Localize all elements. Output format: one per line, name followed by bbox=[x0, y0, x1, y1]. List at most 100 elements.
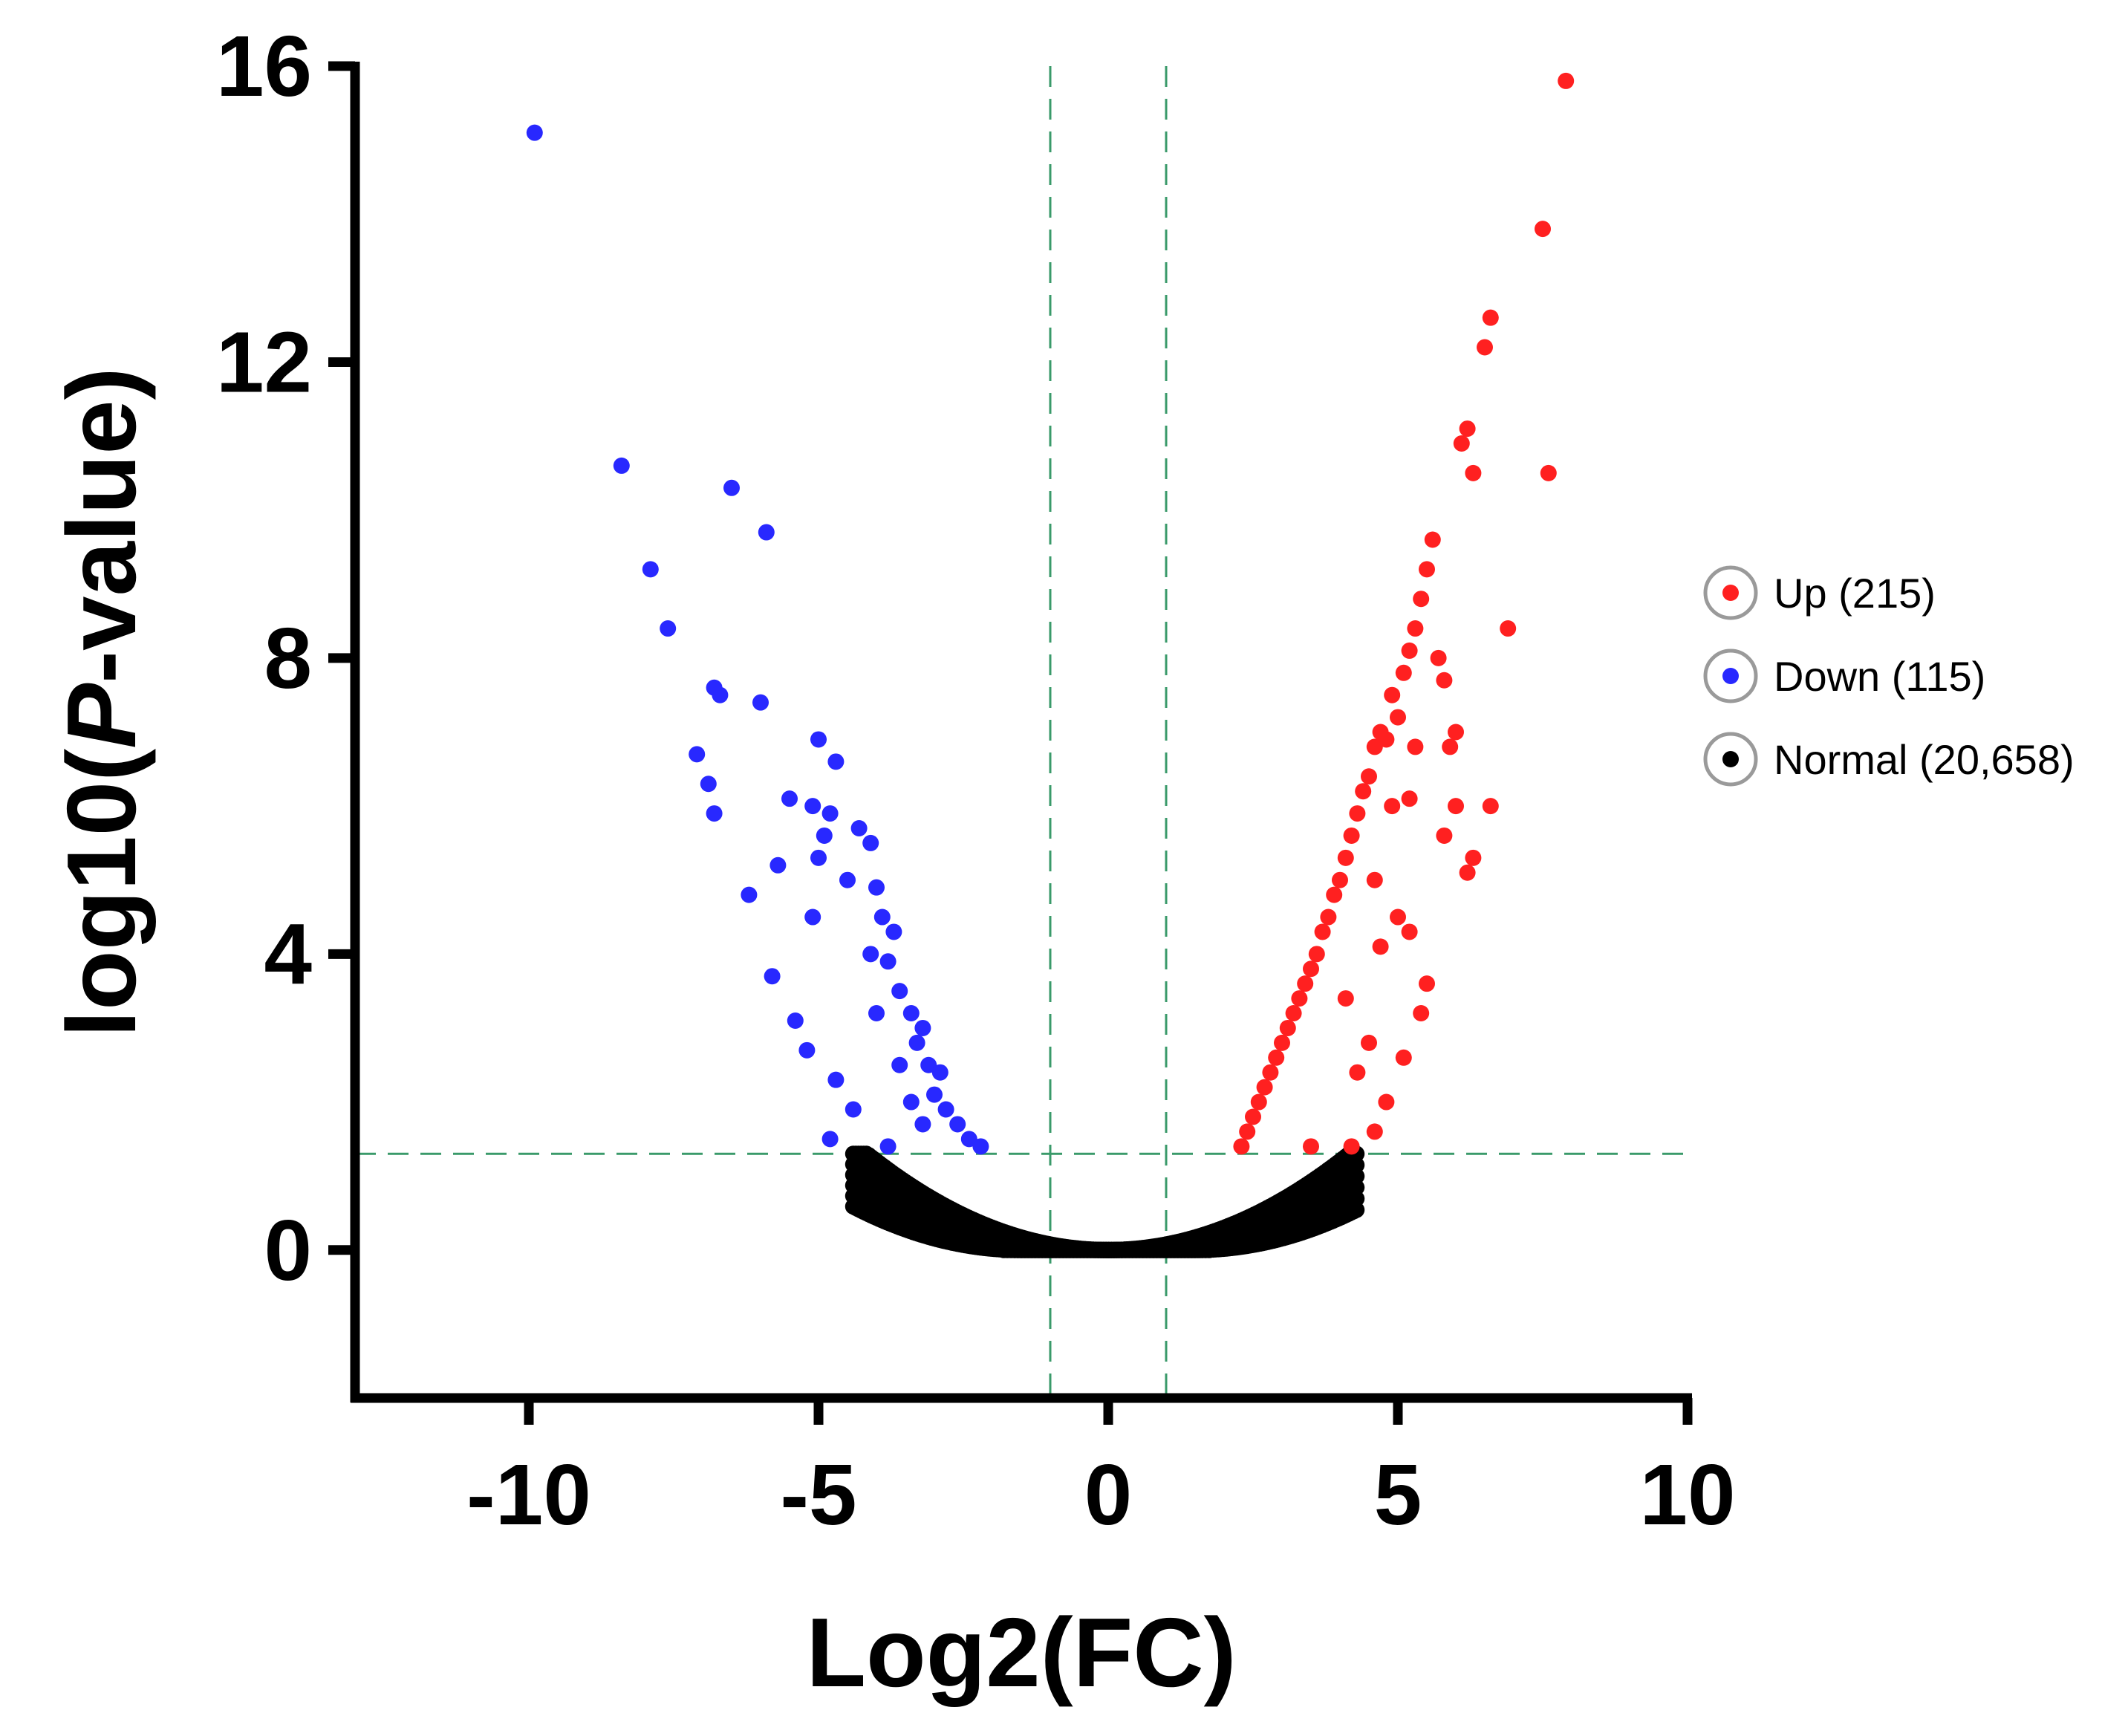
legend-label-down: Down (115) bbox=[1774, 653, 1985, 700]
legend-label-up: Up (215) bbox=[1774, 570, 1936, 617]
up-point-23 bbox=[1366, 738, 1383, 755]
up-point-24 bbox=[1407, 738, 1424, 755]
down-point-2 bbox=[723, 479, 740, 496]
legend-marker-dot-normal bbox=[1722, 751, 1739, 767]
y-tick-label-12: 12 bbox=[216, 313, 312, 410]
up-point-63 bbox=[1245, 1108, 1261, 1125]
down-point-31 bbox=[891, 983, 908, 1000]
up-point-57 bbox=[1395, 1049, 1412, 1066]
down-point-36 bbox=[908, 1034, 925, 1051]
down-point-12 bbox=[700, 776, 717, 793]
up-point-56 bbox=[1268, 1049, 1285, 1066]
up-point-26 bbox=[1355, 783, 1372, 800]
down-point-16 bbox=[821, 805, 839, 822]
up-point-22 bbox=[1442, 738, 1459, 755]
legend-label-normal: Normal (20,658) bbox=[1774, 736, 2075, 783]
legend-item-down: Down (115) bbox=[1703, 648, 1985, 703]
down-point-28 bbox=[862, 946, 879, 963]
down-point-30 bbox=[764, 968, 781, 985]
up-point-49 bbox=[1291, 990, 1308, 1007]
down-point-19 bbox=[862, 834, 879, 851]
down-point-26 bbox=[873, 908, 891, 926]
up-point-11 bbox=[1407, 620, 1424, 637]
up-point-40 bbox=[1320, 908, 1337, 926]
up-point-68 bbox=[1343, 1138, 1360, 1155]
up-point-10 bbox=[1413, 591, 1430, 608]
up-point-13 bbox=[1401, 642, 1418, 659]
down-point-7 bbox=[712, 686, 729, 703]
down-point-35 bbox=[914, 1019, 931, 1036]
up-point-33 bbox=[1436, 827, 1453, 844]
up-point-46 bbox=[1303, 960, 1319, 978]
up-point-65 bbox=[1366, 1123, 1383, 1140]
up-point-4 bbox=[1459, 420, 1476, 438]
down-point-1 bbox=[613, 457, 630, 474]
up-point-16 bbox=[1436, 672, 1453, 689]
up-point-21 bbox=[1448, 724, 1464, 741]
down-point-14 bbox=[706, 805, 723, 822]
up-point-48 bbox=[1419, 975, 1435, 992]
up-point-30 bbox=[1448, 798, 1464, 815]
down-point-23 bbox=[868, 879, 885, 896]
down-point-9 bbox=[810, 731, 827, 748]
x-tick-label--5: -5 bbox=[780, 1446, 856, 1543]
down-point-46 bbox=[949, 1116, 966, 1133]
down-point-0 bbox=[526, 124, 543, 141]
up-point-28 bbox=[1401, 790, 1418, 807]
y-axis-title: log10(P-value) bbox=[47, 367, 156, 1037]
down-point-21 bbox=[769, 856, 787, 874]
up-point-58 bbox=[1262, 1064, 1279, 1081]
normal-point-1159 bbox=[1348, 1190, 1365, 1207]
y-axis-title-suffix: -value) bbox=[47, 367, 156, 683]
up-point-66 bbox=[1233, 1138, 1250, 1155]
up-point-53 bbox=[1279, 1019, 1296, 1036]
up-point-5 bbox=[1453, 435, 1470, 452]
down-point-38 bbox=[920, 1056, 937, 1073]
up-point-3 bbox=[1477, 339, 1493, 356]
up-point-43 bbox=[1401, 923, 1418, 940]
y-tick-label-4: 4 bbox=[264, 906, 312, 1002]
up-point-17 bbox=[1384, 686, 1401, 703]
down-point-41 bbox=[827, 1071, 845, 1088]
down-point-42 bbox=[926, 1086, 943, 1103]
up-point-9 bbox=[1419, 561, 1435, 578]
down-point-8 bbox=[752, 694, 769, 711]
down-point-33 bbox=[902, 1005, 920, 1022]
down-point-29 bbox=[879, 953, 897, 970]
up-point-64 bbox=[1239, 1123, 1256, 1140]
down-point-45 bbox=[845, 1101, 862, 1118]
up-point-31 bbox=[1482, 798, 1499, 815]
up-point-42 bbox=[1314, 923, 1331, 940]
legend-marker-dot-down bbox=[1722, 668, 1739, 684]
up-point-12 bbox=[1500, 620, 1517, 637]
down-point-11 bbox=[689, 746, 706, 763]
axes bbox=[328, 61, 1693, 1425]
up-point-52 bbox=[1413, 1005, 1430, 1022]
y-axis-title-prefix: log10( bbox=[47, 749, 156, 1038]
normal-point-1223 bbox=[1200, 1241, 1217, 1258]
down-point-24 bbox=[741, 886, 758, 903]
down-point-25 bbox=[804, 908, 821, 926]
y-axis-title-italic: P bbox=[47, 683, 156, 749]
normal-point-1160 bbox=[1348, 1179, 1365, 1196]
up-point-62 bbox=[1378, 1093, 1395, 1111]
up-point-1 bbox=[1535, 221, 1551, 238]
down-point-27 bbox=[885, 923, 902, 940]
up-point-34 bbox=[1337, 849, 1354, 866]
down-point-3 bbox=[758, 524, 775, 541]
up-point-8 bbox=[1424, 531, 1441, 548]
threshold-lines bbox=[355, 66, 1688, 1398]
up-point-38 bbox=[1459, 864, 1476, 881]
y-tick-label-16: 16 bbox=[216, 18, 312, 114]
down-point-17 bbox=[850, 819, 868, 836]
tick-labels: 0 4 8 12 16 -10 -5 0 5 10 bbox=[216, 18, 1736, 1543]
up-point-14 bbox=[1430, 649, 1447, 666]
up-point-2 bbox=[1482, 309, 1499, 326]
up-point-39 bbox=[1326, 886, 1343, 903]
up-point-41 bbox=[1390, 908, 1406, 926]
x-axis-title: Log2(FC) bbox=[806, 1598, 1236, 1707]
up-point-27 bbox=[1384, 798, 1401, 815]
normal-point-1162 bbox=[1348, 1157, 1365, 1174]
y-tick-label-8: 8 bbox=[264, 610, 312, 706]
